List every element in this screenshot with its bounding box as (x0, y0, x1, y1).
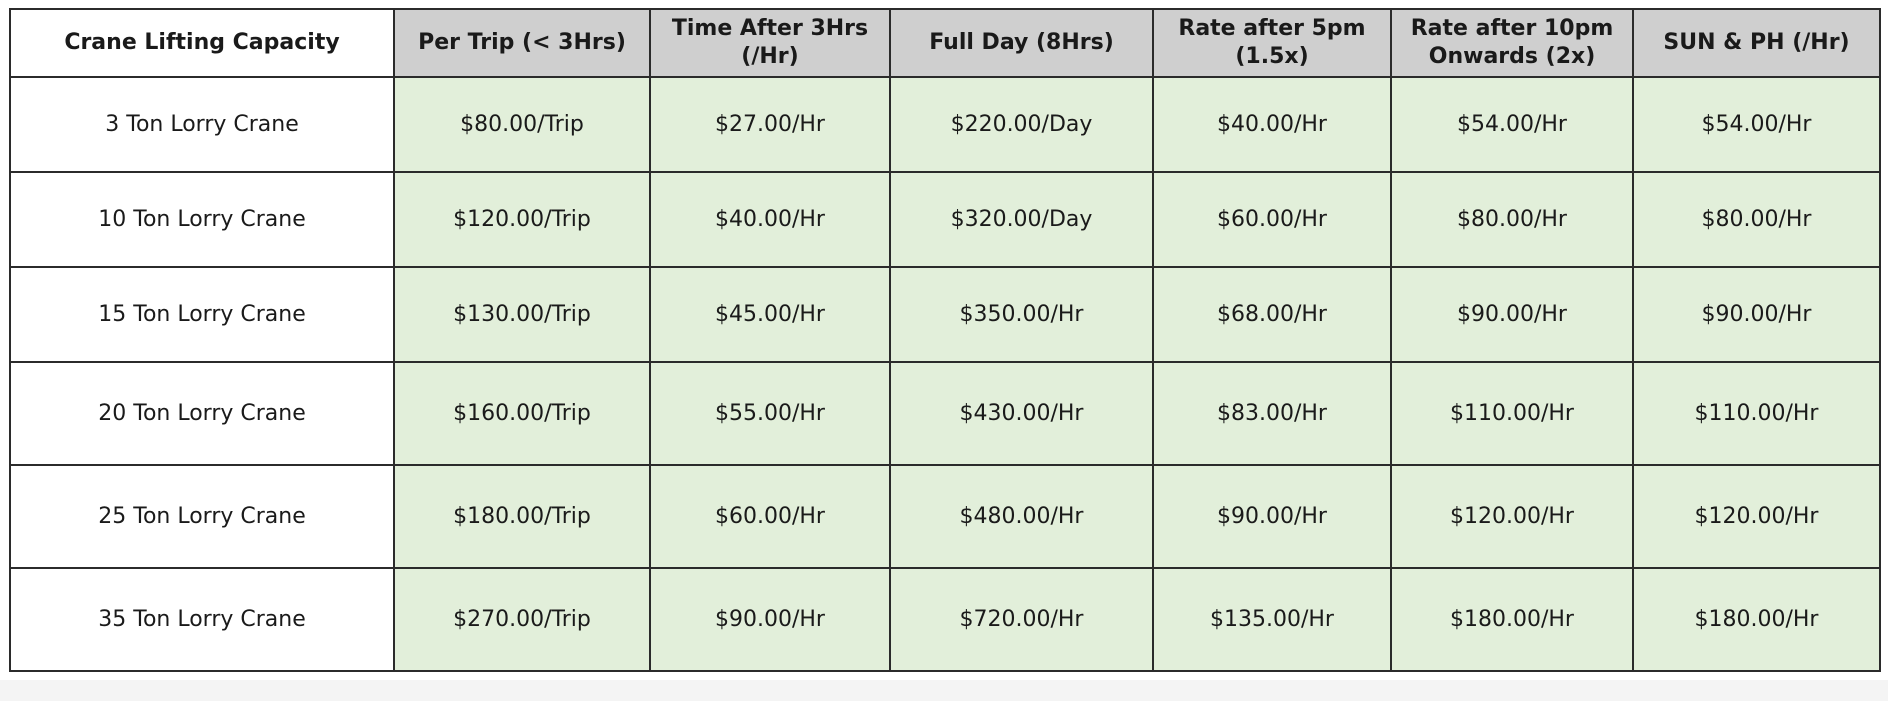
crane-capacity-cell: 35 Ton Lorry Crane (9, 567, 395, 672)
crane-capacity-cell: 20 Ton Lorry Crane (9, 361, 395, 466)
rate-after-5pm-cell: $40.00/Hr (1152, 76, 1392, 173)
header-rate-after-5pm: Rate after 5pm (1.5x) (1152, 8, 1392, 78)
full-day-cell: $480.00/Hr (889, 464, 1154, 569)
rate-after-10pm-cell: $80.00/Hr (1390, 171, 1634, 268)
crane-capacity-cell: 25 Ton Lorry Crane (9, 464, 395, 569)
full-day-cell: $430.00/Hr (889, 361, 1154, 466)
crane-rate-table: Crane Lifting Capacity Per Trip (< 3Hrs)… (9, 8, 1881, 672)
header-time-after-3hrs: Time After 3Hrs (/Hr) (649, 8, 891, 78)
rate-after-5pm-cell: $90.00/Hr (1152, 464, 1392, 569)
header-sun-ph: SUN & PH (/Hr) (1632, 8, 1881, 78)
time-after-3hrs-cell: $55.00/Hr (649, 361, 891, 466)
time-after-3hrs-cell: $45.00/Hr (649, 266, 891, 363)
time-after-3hrs-cell: $40.00/Hr (649, 171, 891, 268)
rate-after-10pm-cell: $90.00/Hr (1390, 266, 1634, 363)
rate-after-5pm-cell: $83.00/Hr (1152, 361, 1392, 466)
per-trip-cell: $180.00/Trip (393, 464, 651, 569)
rate-after-5pm-cell: $68.00/Hr (1152, 266, 1392, 363)
per-trip-cell: $270.00/Trip (393, 567, 651, 672)
full-day-cell: $220.00/Day (889, 76, 1154, 173)
sun-ph-cell: $120.00/Hr (1632, 464, 1881, 569)
full-day-cell: $350.00/Hr (889, 266, 1154, 363)
table-row: 3 Ton Lorry Crane $80.00/Trip $27.00/Hr … (9, 76, 1881, 173)
header-per-trip: Per Trip (< 3Hrs) (393, 8, 651, 78)
crane-capacity-cell: 3 Ton Lorry Crane (9, 76, 395, 173)
rate-after-10pm-cell: $120.00/Hr (1390, 464, 1634, 569)
rate-after-5pm-cell: $135.00/Hr (1152, 567, 1392, 672)
header-full-day: Full Day (8Hrs) (889, 8, 1154, 78)
header-rate-after-10pm: Rate after 10pm Onwards (2x) (1390, 8, 1634, 78)
crane-capacity-cell: 10 Ton Lorry Crane (9, 171, 395, 268)
sun-ph-cell: $110.00/Hr (1632, 361, 1881, 466)
rate-after-10pm-cell: $54.00/Hr (1390, 76, 1634, 173)
sun-ph-cell: $180.00/Hr (1632, 567, 1881, 672)
rate-after-10pm-cell: $180.00/Hr (1390, 567, 1634, 672)
per-trip-cell: $130.00/Trip (393, 266, 651, 363)
header-row: Crane Lifting Capacity Per Trip (< 3Hrs)… (9, 8, 1881, 78)
page-bottom-strip (0, 680, 1888, 701)
header-crane-lifting-capacity: Crane Lifting Capacity (9, 8, 395, 78)
full-day-cell: $720.00/Hr (889, 567, 1154, 672)
sun-ph-cell: $80.00/Hr (1632, 171, 1881, 268)
table-row: 25 Ton Lorry Crane $180.00/Trip $60.00/H… (9, 464, 1881, 569)
time-after-3hrs-cell: $27.00/Hr (649, 76, 891, 173)
per-trip-cell: $160.00/Trip (393, 361, 651, 466)
sun-ph-cell: $54.00/Hr (1632, 76, 1881, 173)
rate-after-5pm-cell: $60.00/Hr (1152, 171, 1392, 268)
time-after-3hrs-cell: $90.00/Hr (649, 567, 891, 672)
time-after-3hrs-cell: $60.00/Hr (649, 464, 891, 569)
full-day-cell: $320.00/Day (889, 171, 1154, 268)
per-trip-cell: $120.00/Trip (393, 171, 651, 268)
sun-ph-cell: $90.00/Hr (1632, 266, 1881, 363)
table-row: 15 Ton Lorry Crane $130.00/Trip $45.00/H… (9, 266, 1881, 363)
table-row: 35 Ton Lorry Crane $270.00/Trip $90.00/H… (9, 567, 1881, 672)
crane-capacity-cell: 15 Ton Lorry Crane (9, 266, 395, 363)
rate-after-10pm-cell: $110.00/Hr (1390, 361, 1634, 466)
per-trip-cell: $80.00/Trip (393, 76, 651, 173)
table-row: 10 Ton Lorry Crane $120.00/Trip $40.00/H… (9, 171, 1881, 268)
table-row: 20 Ton Lorry Crane $160.00/Trip $55.00/H… (9, 361, 1881, 466)
